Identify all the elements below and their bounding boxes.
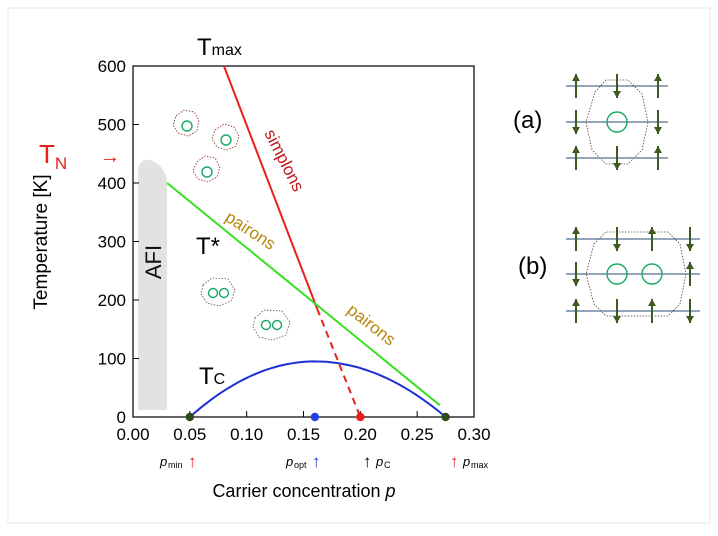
svg-text:↑: ↑ [363, 452, 372, 471]
y-tick-label: 200 [98, 291, 126, 310]
x-axis-title: Carrier concentration p [212, 481, 395, 501]
svg-text:p: p [462, 454, 470, 469]
p-c-label: ↑ p C [363, 452, 391, 471]
spin-arrow-icon [654, 146, 662, 170]
pair-icon-2 [252, 309, 291, 341]
t-c-label: TC [199, 363, 225, 390]
svg-text:p: p [159, 454, 167, 469]
y-tick-label: 0 [117, 408, 126, 427]
spin-arrow-icon [572, 110, 580, 134]
y-tick-label: 400 [98, 174, 126, 193]
spin-arrow-icon [654, 110, 662, 134]
x-tick-label: 0.10 [230, 425, 263, 444]
figure-border [7, 7, 711, 524]
axis-marker-dot [441, 412, 450, 422]
x-tick-label: 0.25 [401, 425, 434, 444]
spin-arrow-icon [572, 74, 580, 98]
y-axis-ticks: 0 100 200 300 400 500 600 [98, 57, 139, 427]
svg-text:↑: ↑ [188, 452, 197, 471]
svg-text:↑: ↑ [312, 452, 321, 471]
spin-arrow-icon [686, 227, 694, 251]
x-tick-label: 0.30 [457, 425, 490, 444]
x-tick-label: 0.15 [287, 425, 320, 444]
y-tick-label: 100 [98, 350, 126, 369]
spin-arrow-icon [686, 262, 694, 286]
axis-marker-dot [310, 412, 320, 422]
svg-text:C: C [384, 460, 391, 470]
svg-text:p: p [375, 454, 383, 469]
svg-text:opt: opt [294, 460, 307, 470]
single-carrier-icon-2 [211, 123, 240, 151]
spin-arrows [572, 74, 694, 323]
svg-text:min: min [168, 460, 183, 470]
single-carrier-icon-1 [172, 109, 200, 137]
t-n-label: TN [39, 139, 67, 173]
spin-arrow-icon [613, 227, 621, 251]
pairons-line [166, 182, 441, 407]
panel-b-label: (b) [518, 253, 547, 280]
spin-arrow-icon [686, 299, 694, 323]
spin-arrow-icon [572, 299, 580, 323]
t-max-label: Tmax [197, 34, 242, 61]
spin-arrow-icon [572, 262, 580, 286]
panel-a-label: (a) [513, 107, 542, 134]
svg-text:p: p [285, 454, 293, 469]
simplons-dashed-line [316, 308, 362, 418]
pair-icon-1 [200, 277, 236, 307]
y-tick-label: 600 [98, 57, 126, 76]
spin-arrow-icon [572, 146, 580, 170]
y-tick-label: 300 [98, 233, 126, 252]
afi-region [138, 159, 167, 410]
x-tick-label: 0.00 [116, 425, 149, 444]
tc-dome-curve [189, 360, 447, 418]
afi-label: AFI [141, 245, 166, 279]
p-max-label: ↑ p max [450, 452, 489, 471]
t-n-arrow: → [100, 146, 120, 168]
spin-arrow-icon [613, 74, 621, 98]
x-tick-label: 0.20 [344, 425, 377, 444]
svg-text:max: max [471, 460, 489, 470]
spin-arrow-icon [648, 227, 656, 251]
spin-arrow-icon [613, 299, 621, 323]
single-carrier-icon-3 [192, 155, 221, 183]
y-tick-label: 500 [98, 116, 126, 135]
axis-markers [185, 412, 450, 422]
t-star-label: T* [196, 233, 220, 260]
panel-b-lattice [566, 231, 700, 317]
spin-arrow-icon [572, 227, 580, 251]
simplons-line [222, 65, 319, 310]
p-min-label: p min ↑ [159, 452, 197, 471]
spin-arrow-icon [648, 299, 656, 323]
axis-marker-dot [356, 412, 365, 422]
y-axis-title: Temperature [K] [31, 174, 52, 309]
axis-marker-dot [185, 412, 195, 422]
x-tick-label: 0.05 [173, 425, 206, 444]
p-opt-label: p opt ↑ [285, 452, 321, 471]
svg-text:↑: ↑ [450, 452, 459, 471]
spin-arrow-icon [654, 74, 662, 98]
spin-arrow-icon [613, 146, 621, 170]
